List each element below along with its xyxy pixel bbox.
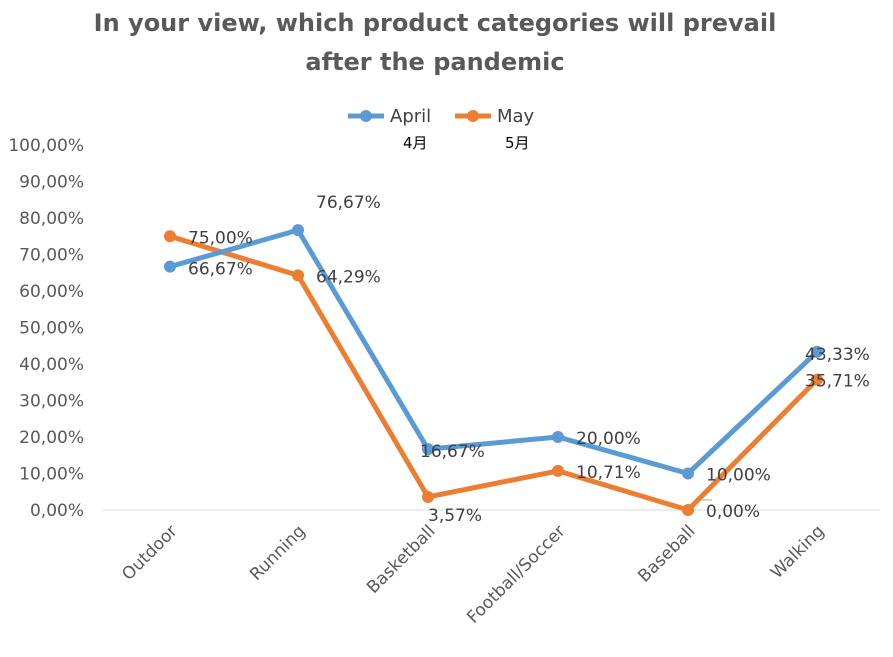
y-tick-label: 70,00% — [19, 246, 84, 266]
data-label: 35,71% — [805, 372, 870, 392]
data-label: 16,67% — [420, 442, 485, 462]
x-tick-label: Outdoor — [118, 521, 181, 584]
x-tick-label: Baseball — [634, 521, 699, 586]
data-labels: 66,67% 76,67% 16,67% 20,00% 10,00% 43,33% 75,0… — [188, 193, 870, 526]
x-axis: Outdoor Running Basketball Football/Soccer B… — [103, 509, 880, 628]
data-point — [811, 373, 823, 386]
data-point — [292, 224, 304, 237]
legend-label: April — [390, 106, 431, 127]
data-point — [811, 345, 823, 358]
y-tick-label: 50,00% — [19, 319, 84, 339]
y-tick-label: 100,00% — [8, 136, 84, 156]
data-point — [292, 269, 304, 282]
y-tick-label: 90,00% — [19, 173, 84, 193]
chart-title-line-2: after the pandemic — [305, 48, 565, 76]
series-line — [167, 233, 820, 513]
legend-sublabel: 4月 — [403, 134, 428, 152]
data-point — [422, 490, 434, 503]
data-label: 64,29% — [316, 267, 381, 287]
x-tick-label: Walking — [767, 521, 829, 583]
data-label: 0,00% — [706, 502, 760, 522]
data-label: 75,00% — [188, 228, 253, 248]
legend: April 4月 May 5月 — [348, 106, 535, 152]
data-label: 66,67% — [188, 260, 253, 280]
y-tick-label: 0,00% — [30, 501, 84, 521]
y-tick-label: 30,00% — [19, 392, 84, 412]
data-label: 10,00% — [706, 466, 771, 486]
x-tick-label: Basketball — [363, 521, 439, 597]
legend-marker — [360, 110, 372, 122]
data-point — [164, 230, 176, 243]
y-tick-label: 10,00% — [19, 465, 84, 485]
y-tick-label: 60,00% — [19, 282, 84, 302]
data-label: 76,67% — [316, 193, 381, 213]
legend-sublabel: 5月 — [505, 134, 530, 152]
y-tick-label: 20,00% — [19, 428, 84, 448]
y-tick-label: 40,00% — [19, 355, 84, 375]
data-label: 43,33% — [805, 345, 870, 365]
x-tick-label: Football/Soccer — [463, 521, 569, 627]
data-label: 20,00% — [576, 429, 641, 449]
data-label: 10,71% — [576, 463, 641, 483]
data-point — [552, 464, 564, 477]
data-point — [422, 443, 434, 456]
data-point — [682, 467, 694, 480]
legend-label: May — [497, 106, 535, 127]
data-label: 3,57% — [428, 506, 482, 526]
y-tick-label: 80,00% — [19, 209, 84, 229]
data-point — [552, 431, 564, 443]
legend-marker — [467, 110, 479, 122]
x-tick-label: Running — [246, 521, 309, 584]
y-axis: 0,00% 10,00% 20,00% 30,00% 40,00% 50,00% 60,00… — [8, 136, 84, 521]
series-line — [167, 227, 820, 476]
chart-title: In your view, which product categories w… — [0, 4, 870, 82]
data-point — [682, 504, 694, 516]
series-group — [164, 224, 823, 516]
data-point — [164, 260, 176, 273]
chart-title-line-1: In your view, which product categories w… — [93, 9, 777, 37]
